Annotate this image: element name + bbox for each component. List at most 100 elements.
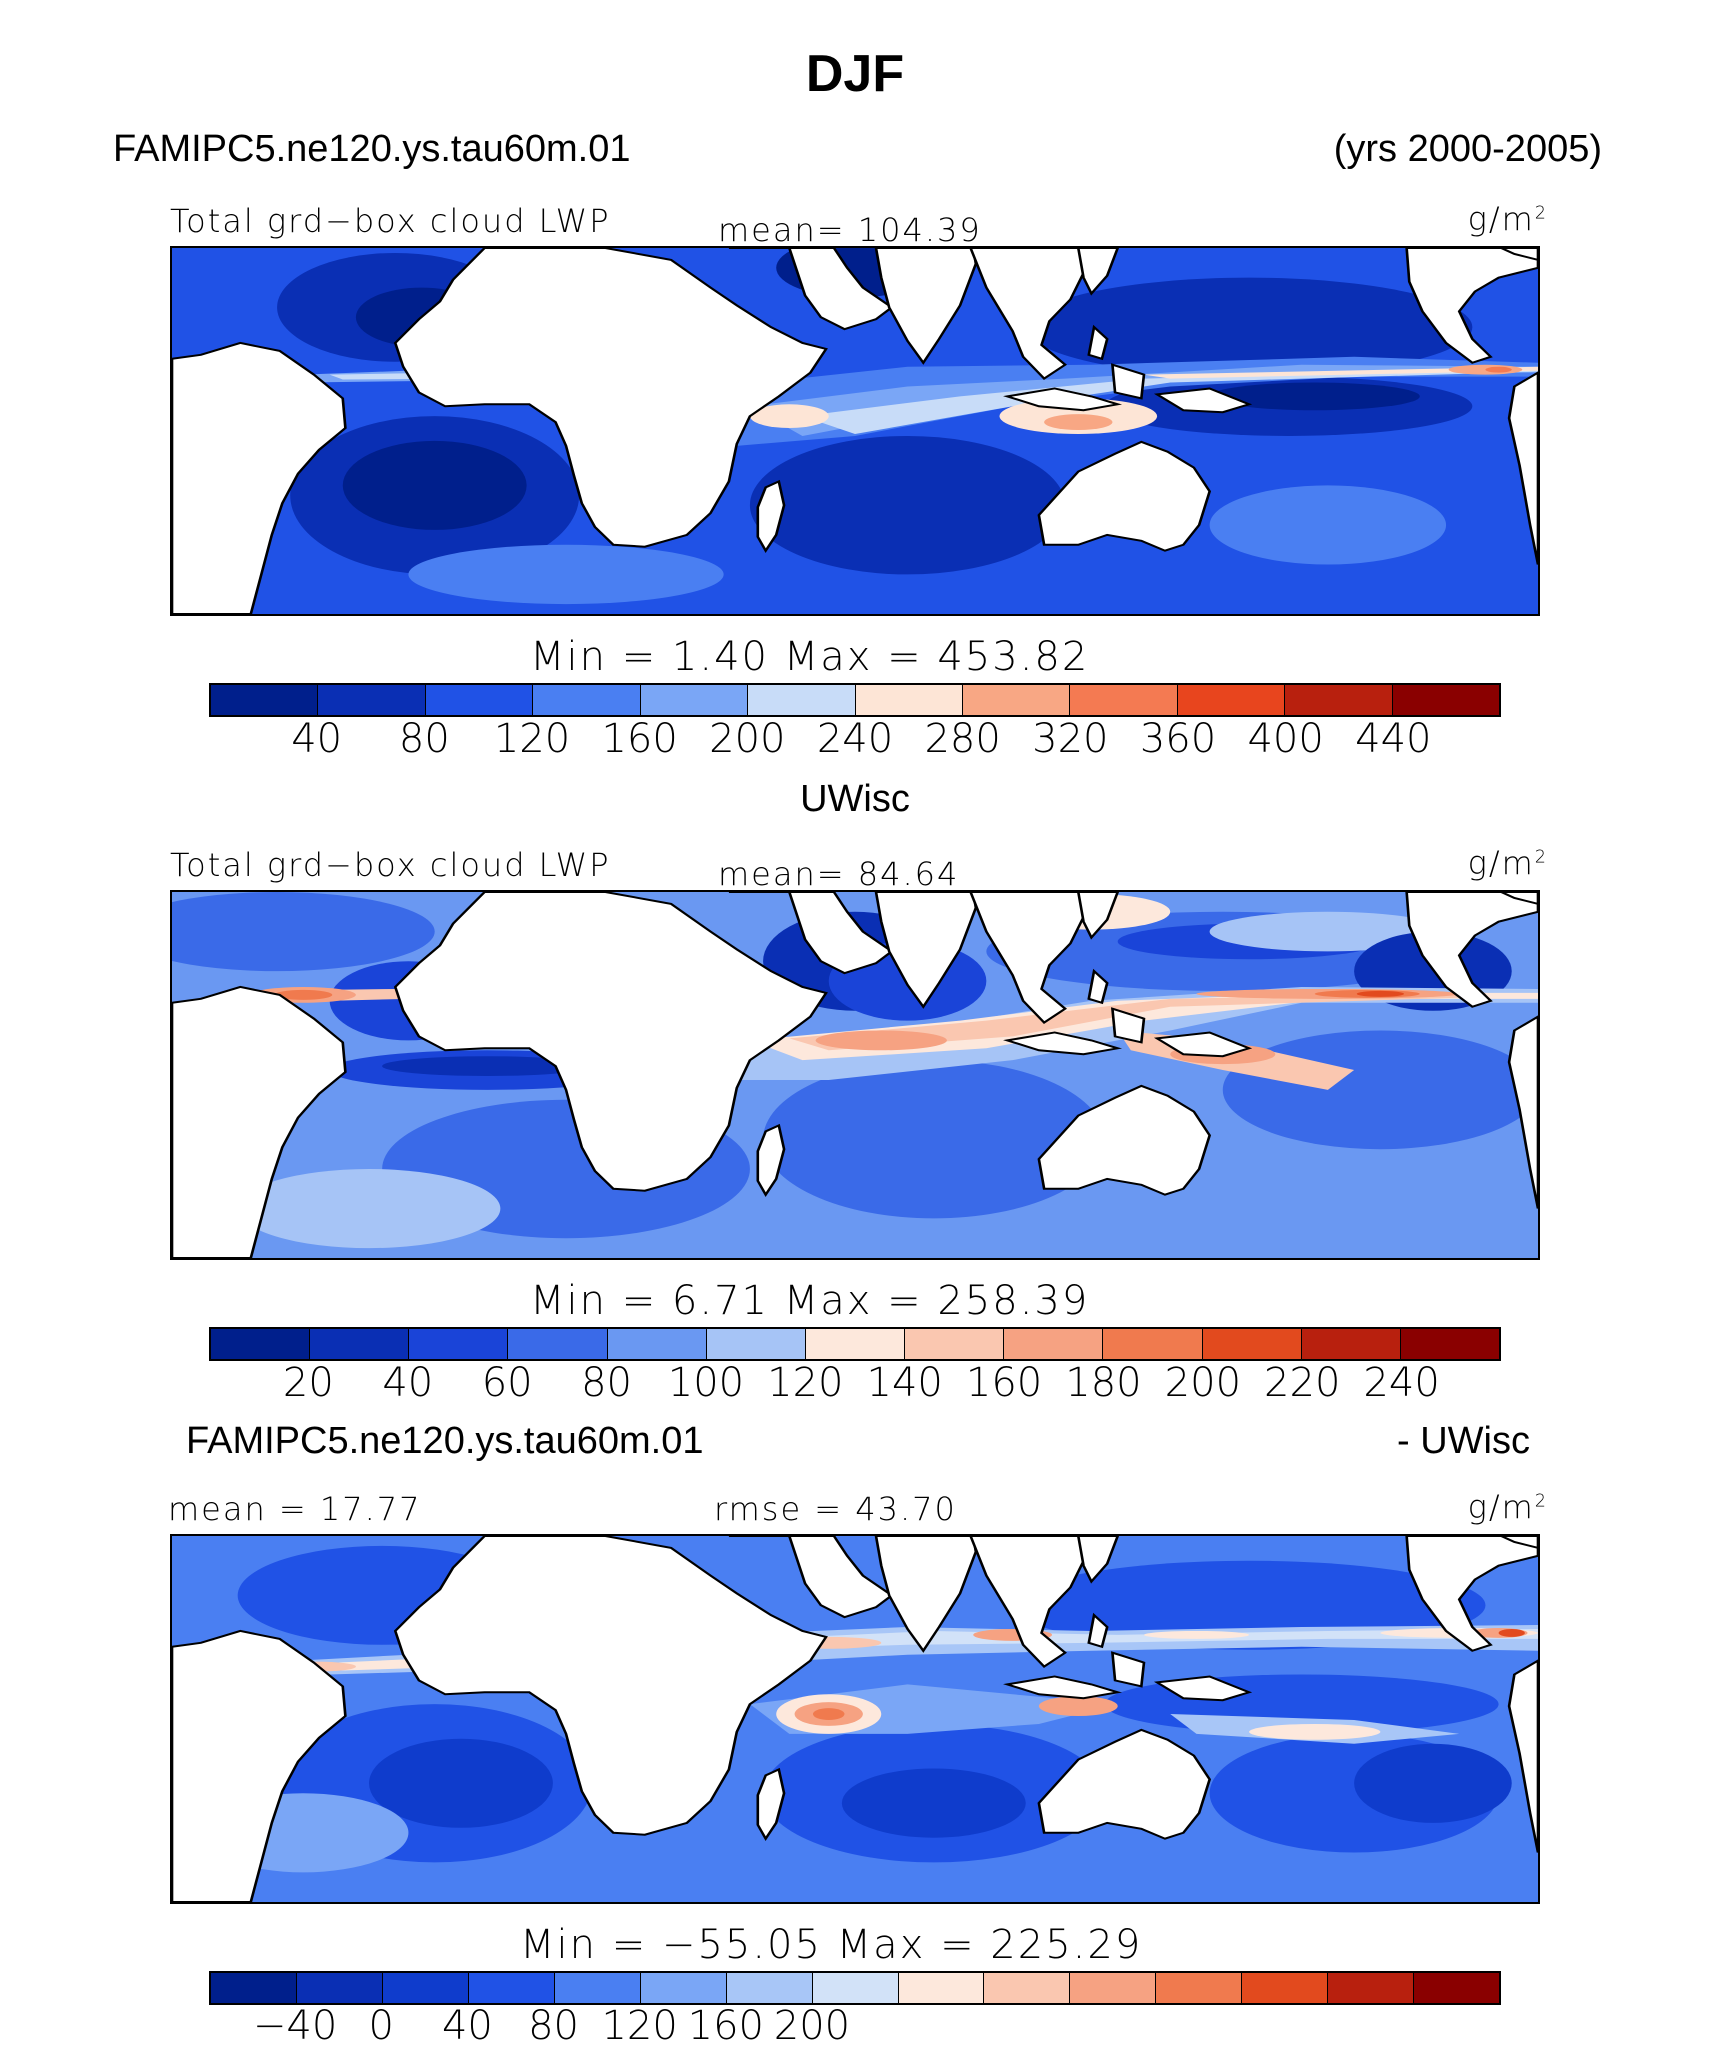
colorbar-swatch — [640, 1973, 727, 2003]
panel3-minmax: Min = −55.05 Max = 225.29 — [520, 1922, 1143, 1968]
colorbar-tick-label: −40 — [252, 2003, 338, 2049]
colorbar-swatch — [1177, 685, 1286, 715]
colorbar-swatch — [508, 1329, 608, 1359]
colorbar-swatch — [905, 1329, 1005, 1359]
panel3-units: g/m2 — [1468, 1488, 1548, 1526]
colorbar-swatch — [211, 685, 319, 715]
panel3-colorbar-ticks: −40 0 40 80 120 160 200 — [209, 2003, 1501, 2053]
colorbar-tick-label: 80 — [528, 2003, 579, 2049]
colorbar-swatch — [1103, 1329, 1203, 1359]
case-label: FAMIPC5.ne120.ys.tau60m.01 — [113, 128, 631, 170]
units-exponent: 2 — [1534, 203, 1548, 224]
panel2-colorbar-ticks: 20 40 60 80 100 120 140 160 180 200 220 240 — [209, 1360, 1501, 1410]
colorbar-tick-label: 140 — [866, 1360, 943, 1406]
panel1-field — [172, 248, 1538, 614]
colorbar-tick-label: 120 — [493, 716, 571, 762]
figure-title: DJF — [805, 45, 905, 103]
panel3-rmse-label: rmse = 43.70 — [714, 1490, 957, 1528]
colorbar-swatch — [1070, 1973, 1157, 2003]
units-base: g/m — [1467, 844, 1535, 882]
colorbar-tick-label: 0 — [368, 2003, 394, 2049]
units-base: g/m — [1467, 1488, 1535, 1526]
colorbar-swatch — [211, 1973, 297, 2003]
panel3-map — [170, 1534, 1540, 1904]
panel3-title: FAMIPC5.ne120.ys.tau60m.01 — [186, 1420, 704, 1462]
colorbar-swatch — [855, 685, 963, 715]
colorbar-tick-label: 80 — [398, 716, 450, 762]
colorbar-swatch — [533, 685, 641, 715]
colorbar-tick-label: 20 — [282, 1360, 334, 1406]
colorbar-swatch — [211, 1329, 311, 1359]
colorbar-swatch — [1004, 1329, 1104, 1359]
colorbar-tick-label: 200 — [773, 2003, 851, 2049]
colorbar-tick-label: 220 — [1264, 1360, 1341, 1406]
colorbar-tick-label: 40 — [291, 716, 343, 762]
colorbar-swatch — [812, 1973, 899, 2003]
colorbar-swatch — [1070, 685, 1178, 715]
panel3-field — [172, 1536, 1538, 1902]
colorbar-tick-label: 360 — [1139, 716, 1217, 762]
colorbar-swatch — [296, 1973, 383, 2003]
panel3-title-right: - UWisc — [1397, 1420, 1530, 1462]
colorbar-tick-label: 200 — [1164, 1360, 1242, 1406]
colorbar-swatch — [468, 1973, 555, 2003]
colorbar-swatch — [1202, 1329, 1302, 1359]
years-label: (yrs 2000-2005) — [1333, 128, 1602, 170]
colorbar-swatch — [898, 1973, 985, 2003]
panel2-units: g/m2 — [1468, 844, 1548, 882]
colorbar-tick-label: 180 — [1065, 1360, 1142, 1406]
colorbar-swatch — [607, 1329, 707, 1359]
panel2-map — [170, 890, 1540, 1260]
colorbar-tick-label: 80 — [581, 1360, 632, 1406]
colorbar-tick-label: 280 — [924, 716, 1001, 762]
panel2-variable-label: Total grd−box cloud LWP — [170, 846, 611, 884]
units-base: g/m — [1467, 200, 1535, 238]
panel1-units: g/m2 — [1468, 200, 1548, 238]
colorbar-swatch — [1328, 1973, 1415, 2003]
panel1-minmax: Min = 1.40 Max = 453.82 — [530, 634, 1090, 680]
colorbar-swatch — [1156, 1973, 1243, 2003]
panel1-map — [170, 246, 1540, 616]
colorbar-swatch — [310, 1329, 410, 1359]
colorbar-tick-label: 120 — [601, 2003, 678, 2049]
colorbar-swatch — [1414, 1973, 1500, 2003]
colorbar-swatch — [706, 1329, 806, 1359]
colorbar-tick-label: 400 — [1247, 716, 1324, 762]
panel2-mean-label: mean= 84.64 — [718, 855, 960, 893]
colorbar-swatch — [318, 685, 426, 715]
colorbar-swatch — [984, 1973, 1071, 2003]
colorbar-swatch — [1285, 685, 1393, 715]
colorbar-tick-label: 100 — [667, 1360, 745, 1406]
colorbar-swatch — [748, 685, 856, 715]
panel2-field — [172, 892, 1538, 1258]
colorbar-swatch — [640, 685, 749, 715]
colorbar-swatch — [1242, 1973, 1329, 2003]
panel3-colorbar — [209, 1971, 1501, 2005]
panel1-colorbar — [209, 683, 1501, 717]
colorbar-swatch — [726, 1973, 813, 2003]
colorbar-tick-label: 160 — [601, 716, 678, 762]
colorbar-swatch — [554, 1973, 641, 2003]
colorbar-swatch — [805, 1329, 906, 1359]
colorbar-swatch — [962, 685, 1071, 715]
colorbar-swatch — [382, 1973, 469, 2003]
colorbar-tick-label: 40 — [441, 2003, 493, 2049]
colorbar-tick-label: 40 — [382, 1360, 434, 1406]
panel2-title: UWisc — [800, 778, 910, 820]
panel2-minmax: Min = 6.71 Max = 258.39 — [530, 1278, 1090, 1324]
colorbar-tick-label: 320 — [1032, 716, 1109, 762]
colorbar-tick-label: 200 — [709, 716, 786, 762]
colorbar-tick-label: 60 — [481, 1360, 533, 1406]
colorbar-tick-label: 160 — [687, 2003, 764, 2049]
colorbar-tick-label: 240 — [816, 716, 894, 762]
colorbar-swatch — [425, 685, 534, 715]
panel3-mean-label: mean = 17.77 — [168, 1490, 422, 1528]
colorbar-tick-label: 160 — [965, 1360, 1043, 1406]
colorbar-swatch — [1400, 1329, 1500, 1359]
colorbar-tick-label: 240 — [1363, 1360, 1440, 1406]
panel2-colorbar — [209, 1327, 1501, 1361]
units-exponent: 2 — [1534, 847, 1548, 868]
colorbar-tick-label: 440 — [1355, 716, 1432, 762]
colorbar-tick-label: 120 — [767, 1360, 844, 1406]
colorbar-swatch — [409, 1329, 509, 1359]
